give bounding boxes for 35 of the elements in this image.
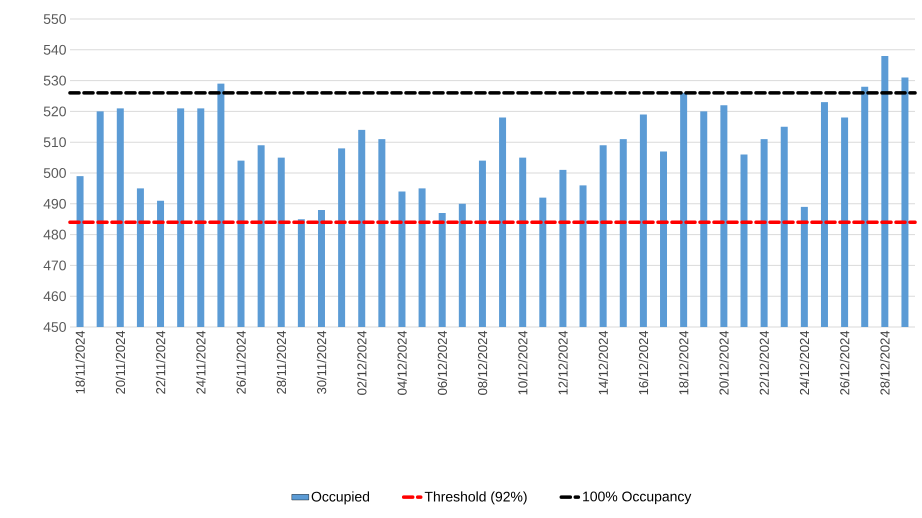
legend-label: Threshold (92%) — [424, 491, 527, 504]
x-tick-label: 14/12/2024 — [598, 330, 608, 394]
y-tick-label: 550 — [44, 14, 66, 24]
x-tick-label: 24/12/2024 — [800, 330, 810, 395]
x-tick-label: 22/11/2024 — [156, 330, 166, 394]
x-tick-label: 28/11/2024 — [276, 330, 286, 394]
y-tick-label: 450 — [44, 322, 66, 332]
x-tick-label: 26/11/2024 — [236, 330, 246, 394]
x-tick-label: 16/12/2024 — [638, 330, 648, 394]
y-tick-label: 530 — [44, 76, 66, 86]
x-tick-label: 12/12/2024 — [558, 330, 568, 394]
x-tick-label: 26/12/2024 — [840, 330, 850, 395]
y-tick-label: 460 — [44, 291, 66, 302]
y-tick-label: 520 — [44, 106, 66, 116]
x-tick-label: 10/12/2024 — [518, 330, 528, 394]
y-tick-label: 510 — [44, 137, 66, 148]
x-tick-label: 28/12/2024 — [880, 330, 890, 395]
x-tick-label: 08/12/2024 — [478, 330, 488, 395]
legend-label: 100% Occupancy — [583, 492, 692, 504]
x-tick-label: 06/12/2024 — [437, 330, 447, 395]
y-tick-label: 480 — [44, 230, 66, 240]
x-tick-label: 20/12/2024 — [719, 330, 729, 395]
x-tick-label: 04/12/2024 — [397, 330, 407, 395]
x-tick-label: 22/12/2024 — [759, 330, 769, 395]
y-tick-label: 500 — [44, 168, 66, 178]
x-tick-label: 02/12/2024 — [356, 330, 366, 395]
legend-label: Occupied — [312, 491, 370, 504]
x-tick-label: 18/12/2024 — [678, 330, 688, 394]
y-tick-label: 470 — [44, 260, 66, 270]
x-tick-label: 20/11/2024 — [116, 330, 126, 394]
y-tick-label: 540 — [44, 44, 66, 55]
x-tick-label: 24/11/2024 — [196, 330, 206, 394]
y-tick-label: 490 — [44, 198, 66, 209]
x-tick-label: 18/11/2024 — [75, 330, 85, 394]
x-tick-label: 30/11/2024 — [316, 330, 326, 394]
